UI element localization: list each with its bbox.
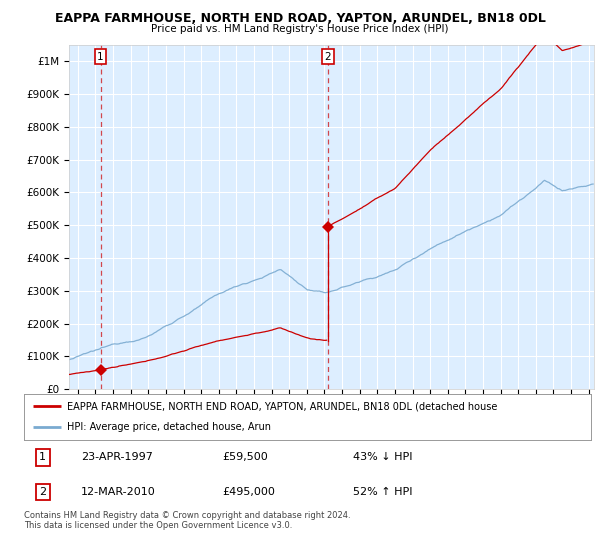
Text: Contains HM Land Registry data © Crown copyright and database right 2024.
This d: Contains HM Land Registry data © Crown c…	[24, 511, 350, 530]
Text: EAPPA FARMHOUSE, NORTH END ROAD, YAPTON, ARUNDEL, BN18 0DL (detached house: EAPPA FARMHOUSE, NORTH END ROAD, YAPTON,…	[67, 401, 497, 411]
Text: 23-APR-1997: 23-APR-1997	[80, 452, 152, 462]
Text: EAPPA FARMHOUSE, NORTH END ROAD, YAPTON, ARUNDEL, BN18 0DL: EAPPA FARMHOUSE, NORTH END ROAD, YAPTON,…	[55, 12, 545, 25]
Text: 1: 1	[97, 52, 104, 62]
Text: 2: 2	[325, 52, 331, 62]
Text: £59,500: £59,500	[223, 452, 268, 462]
Text: HPI: Average price, detached house, Arun: HPI: Average price, detached house, Arun	[67, 422, 271, 432]
Text: 52% ↑ HPI: 52% ↑ HPI	[353, 487, 412, 497]
Text: 1: 1	[39, 452, 46, 462]
Text: £495,000: £495,000	[223, 487, 275, 497]
Text: 43% ↓ HPI: 43% ↓ HPI	[353, 452, 412, 462]
Text: 12-MAR-2010: 12-MAR-2010	[80, 487, 155, 497]
Text: 2: 2	[39, 487, 46, 497]
Text: Price paid vs. HM Land Registry's House Price Index (HPI): Price paid vs. HM Land Registry's House …	[151, 24, 449, 34]
